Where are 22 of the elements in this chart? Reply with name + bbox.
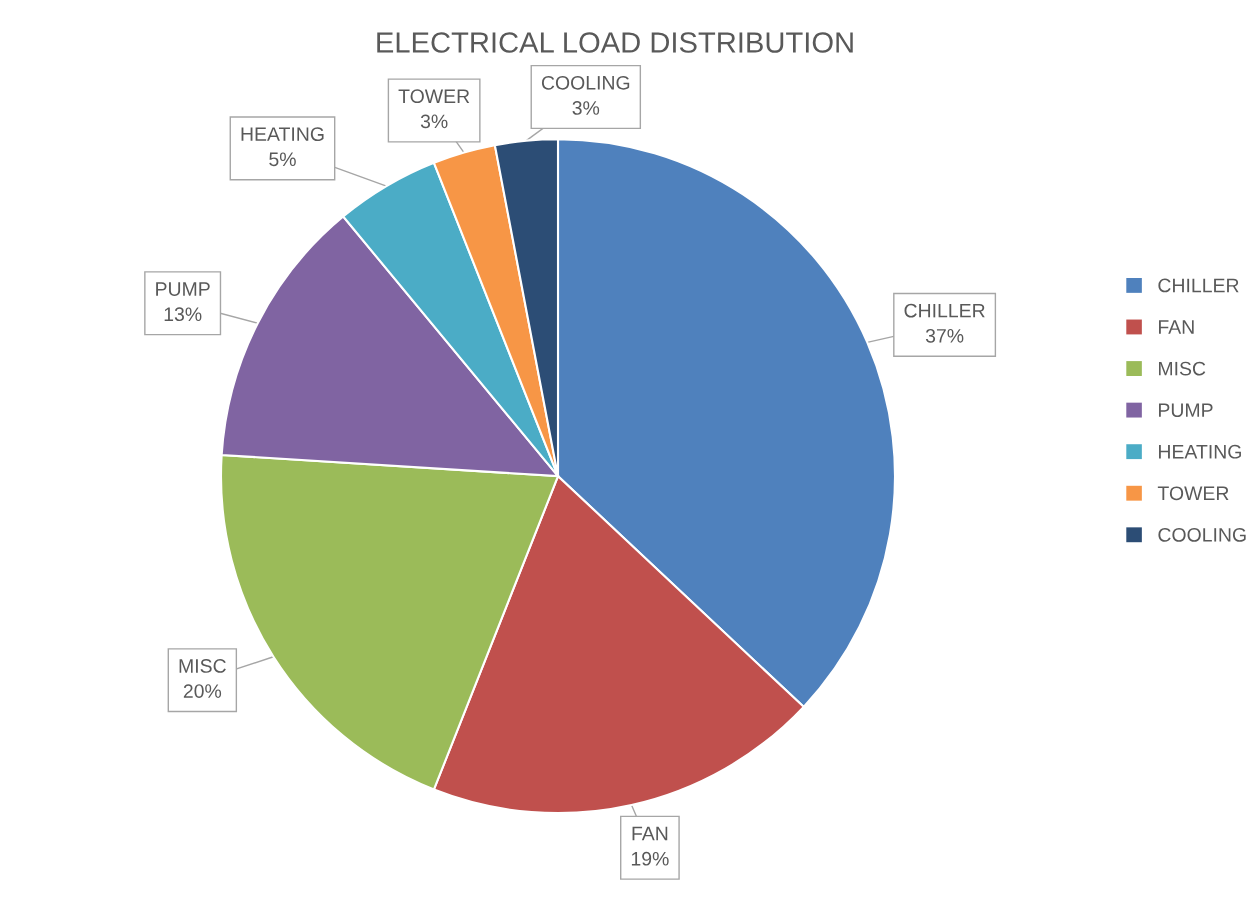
data-label: 19%	[631, 851, 669, 866]
slice-label: HEATING	[241, 127, 324, 141]
slice-label: PUMP	[156, 282, 210, 296]
legend-label: TOWER	[1157, 486, 1229, 501]
legend-label: FAN	[1159, 320, 1194, 334]
data-label: 3%	[572, 101, 600, 115]
legend-label: PUMP	[1159, 403, 1213, 418]
slice-label: FAN	[632, 826, 668, 841]
slice-label: MISC	[179, 659, 226, 673]
data-label: 3%	[420, 114, 448, 129]
legend-label: HEATING	[1159, 444, 1241, 459]
data-label: 5%	[269, 152, 296, 167]
data-label: 20%	[183, 684, 222, 698]
slice-label: CHILLER	[904, 303, 985, 318]
slice-label: TOWER	[398, 89, 470, 104]
legend-label: MISC	[1159, 361, 1206, 376]
data-label: 13%	[164, 307, 202, 322]
legend-label: COOLING	[1158, 527, 1246, 542]
legend-label: CHILLER	[1158, 278, 1239, 293]
slice-label: COOLING	[541, 75, 630, 90]
data-label: 37%	[925, 328, 964, 343]
chart-title: ELECTRICAL LOAD DISTRIBUTION	[377, 32, 853, 53]
